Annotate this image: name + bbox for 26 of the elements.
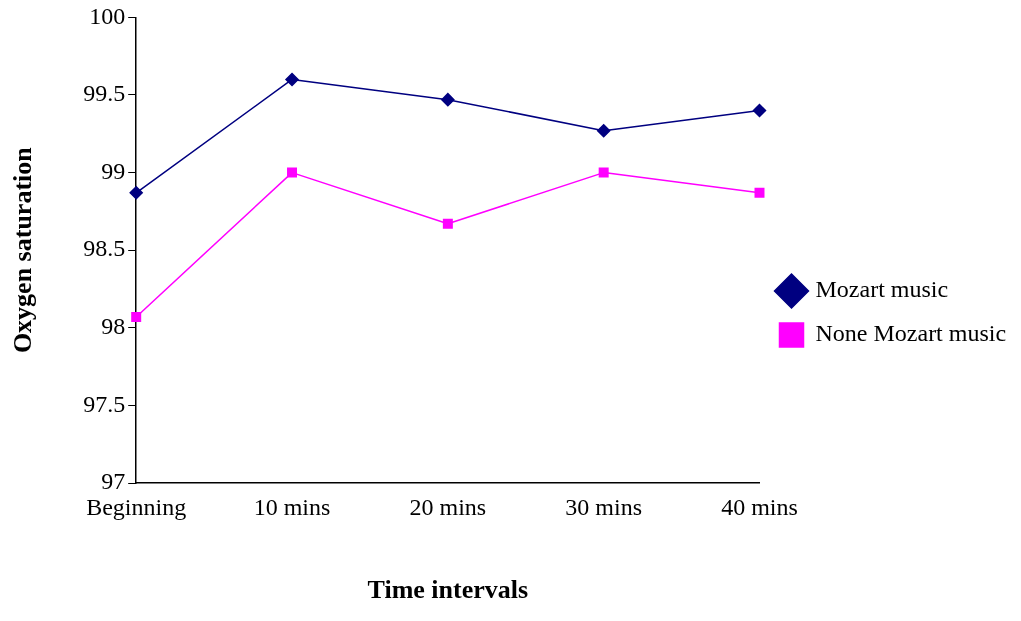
point	[598, 167, 609, 178]
y-tick-label: 99.5	[83, 80, 126, 107]
point	[287, 167, 298, 178]
x-axis-title: Time intervals	[367, 575, 529, 605]
y-tick-label: 98.5	[83, 235, 126, 262]
x-tick-label: 30 mins	[565, 493, 643, 520]
x-tick-label: 20 mins	[409, 493, 487, 520]
point	[752, 103, 767, 118]
x-tick-label: 10 mins	[253, 493, 331, 520]
y-tick-label: 97	[101, 468, 126, 495]
point	[441, 92, 455, 107]
x-tick-label: 40 mins	[721, 493, 798, 520]
x-tick-label: Beginning	[86, 493, 187, 520]
legend-label: None Mozart music	[815, 320, 1007, 347]
point	[442, 218, 453, 229]
point	[596, 123, 611, 138]
y-tick-label: 97.5	[83, 390, 126, 417]
point	[129, 186, 143, 200]
point	[285, 72, 299, 87]
legend-label: Mozart music	[815, 276, 949, 303]
y-tick-label: 99	[101, 157, 126, 184]
point	[754, 187, 765, 198]
point	[131, 311, 142, 322]
y-tick-label: 98	[101, 313, 126, 340]
y-axis-title: Oxygen saturation	[8, 146, 38, 354]
y-tick-label: 100	[89, 2, 126, 29]
